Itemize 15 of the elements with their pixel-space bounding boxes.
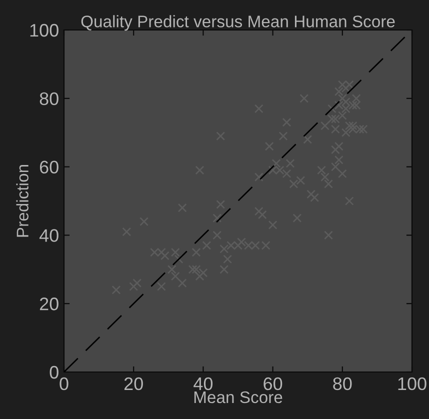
x-axis-title: Mean Score (194, 391, 282, 404)
x-tick-label: 60 (264, 377, 282, 390)
x-tick-label: 20 (124, 377, 143, 390)
x-tick-label: 100 (398, 377, 426, 390)
y-tick-label: 80 (40, 92, 58, 106)
y-tick-label: 40 (39, 229, 58, 242)
y-axis-title: Prediction (16, 165, 28, 237)
x-tick-label: 80 (333, 377, 352, 390)
y-tick-label: 100 (30, 24, 58, 37)
y-tick-label: 20 (40, 298, 58, 310)
y-tick-label: 0 (50, 366, 58, 379)
x-tick-label: 0 (60, 377, 68, 390)
chart-title: Quality Predict versus Mean Human Score (81, 15, 395, 31)
x-tick-label: 40 (194, 377, 213, 390)
y-tick-label: 60 (40, 160, 58, 174)
